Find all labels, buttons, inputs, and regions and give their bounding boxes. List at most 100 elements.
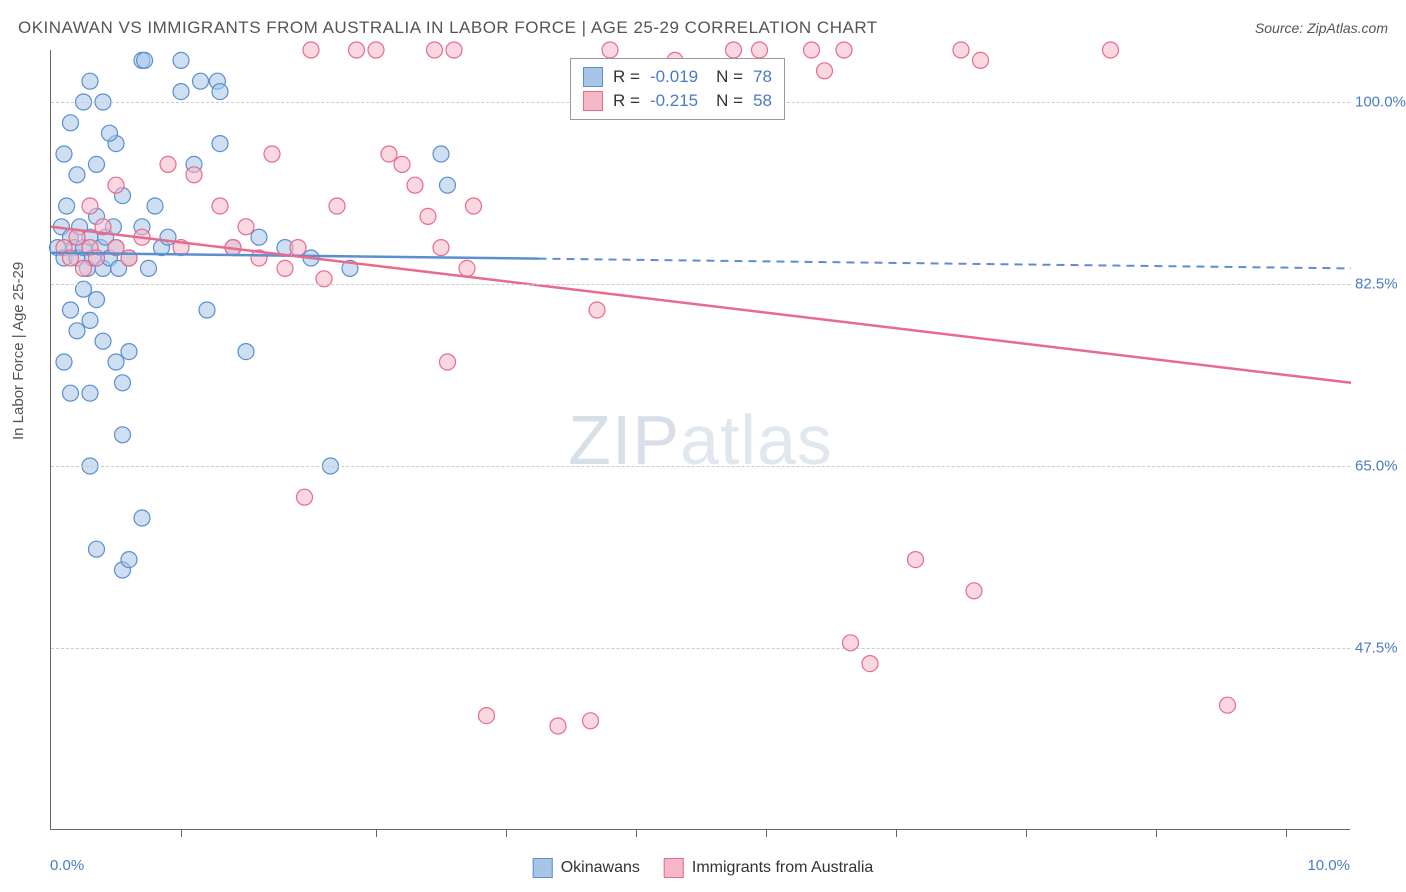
data-point — [407, 177, 423, 193]
x-tick — [376, 829, 377, 837]
y-tick-label: 65.0% — [1355, 458, 1406, 475]
legend-swatch — [664, 858, 684, 878]
x-axis-min-label: 0.0% — [50, 857, 84, 874]
data-point — [108, 354, 124, 370]
data-point — [147, 198, 163, 214]
data-point — [440, 354, 456, 370]
data-point — [420, 208, 436, 224]
data-point — [277, 260, 293, 276]
bottom-legend: Okinawans Immigrants from Australia — [533, 858, 874, 878]
data-point — [82, 73, 98, 89]
data-point — [173, 84, 189, 100]
data-point — [752, 42, 768, 58]
data-point — [115, 427, 131, 443]
data-point — [134, 510, 150, 526]
y-tick-label: 82.5% — [1355, 276, 1406, 293]
data-point — [329, 198, 345, 214]
n-label: N = — [716, 91, 743, 111]
data-point — [264, 146, 280, 162]
r-value: -0.019 — [650, 67, 698, 87]
x-tick — [506, 829, 507, 837]
legend-swatch — [533, 858, 553, 878]
data-point — [1103, 42, 1119, 58]
data-point — [349, 42, 365, 58]
data-point — [466, 198, 482, 214]
data-point — [433, 240, 449, 256]
data-point — [550, 718, 566, 734]
legend-swatch — [583, 67, 603, 87]
x-tick — [896, 829, 897, 837]
data-point — [303, 42, 319, 58]
data-point — [583, 713, 599, 729]
data-point — [446, 42, 462, 58]
data-point — [186, 167, 202, 183]
stats-row: R =-0.019N =78 — [583, 65, 772, 89]
title-bar: OKINAWAN VS IMMIGRANTS FROM AUSTRALIA IN… — [18, 18, 1388, 38]
r-label: R = — [613, 91, 640, 111]
data-point — [115, 375, 131, 391]
n-value: 58 — [753, 91, 772, 111]
plot-area: ZIPatlas 100.0%82.5%65.0%47.5% — [50, 50, 1350, 830]
chart-title: OKINAWAN VS IMMIGRANTS FROM AUSTRALIA IN… — [18, 18, 878, 38]
data-point — [121, 552, 137, 568]
n-value: 78 — [753, 67, 772, 87]
data-point — [602, 42, 618, 58]
data-point — [297, 489, 313, 505]
data-point — [89, 541, 105, 557]
data-point — [141, 260, 157, 276]
x-tick — [1286, 829, 1287, 837]
data-point — [89, 156, 105, 172]
legend-swatch — [583, 91, 603, 111]
data-point — [973, 52, 989, 68]
data-point — [121, 344, 137, 360]
legend-label: Okinawans — [561, 859, 640, 877]
x-tick — [181, 829, 182, 837]
y-tick-label: 100.0% — [1355, 94, 1406, 111]
data-point — [82, 312, 98, 328]
data-point — [121, 250, 137, 266]
data-point — [102, 125, 118, 141]
data-point — [199, 302, 215, 318]
data-point — [427, 42, 443, 58]
data-point — [589, 302, 605, 318]
legend-label: Immigrants from Australia — [692, 859, 873, 877]
n-label: N = — [716, 67, 743, 87]
legend-item: Immigrants from Australia — [664, 858, 873, 878]
data-point — [56, 146, 72, 162]
data-point — [966, 583, 982, 599]
data-point — [69, 323, 85, 339]
r-value: -0.215 — [650, 91, 698, 111]
data-point — [1220, 697, 1236, 713]
data-point — [238, 344, 254, 360]
plot-svg — [51, 50, 1350, 829]
data-point — [290, 240, 306, 256]
data-point — [108, 177, 124, 193]
data-point — [908, 552, 924, 568]
data-point — [82, 198, 98, 214]
data-point — [238, 219, 254, 235]
data-point — [726, 42, 742, 58]
y-tick-label: 47.5% — [1355, 640, 1406, 657]
legend-item: Okinawans — [533, 858, 640, 878]
x-tick — [636, 829, 637, 837]
data-point — [953, 42, 969, 58]
data-point — [394, 156, 410, 172]
x-tick — [766, 829, 767, 837]
data-point — [56, 354, 72, 370]
data-point — [804, 42, 820, 58]
data-point — [63, 302, 79, 318]
data-point — [433, 146, 449, 162]
data-point — [173, 52, 189, 68]
data-point — [862, 656, 878, 672]
data-point — [89, 292, 105, 308]
data-point — [381, 146, 397, 162]
source-label: Source: ZipAtlas.com — [1255, 20, 1388, 36]
data-point — [95, 333, 111, 349]
data-point — [459, 260, 475, 276]
x-tick — [1026, 829, 1027, 837]
x-axis-max-label: 10.0% — [1307, 857, 1350, 874]
gridline — [51, 648, 1350, 649]
data-point — [368, 42, 384, 58]
data-point — [160, 156, 176, 172]
gridline — [51, 284, 1350, 285]
